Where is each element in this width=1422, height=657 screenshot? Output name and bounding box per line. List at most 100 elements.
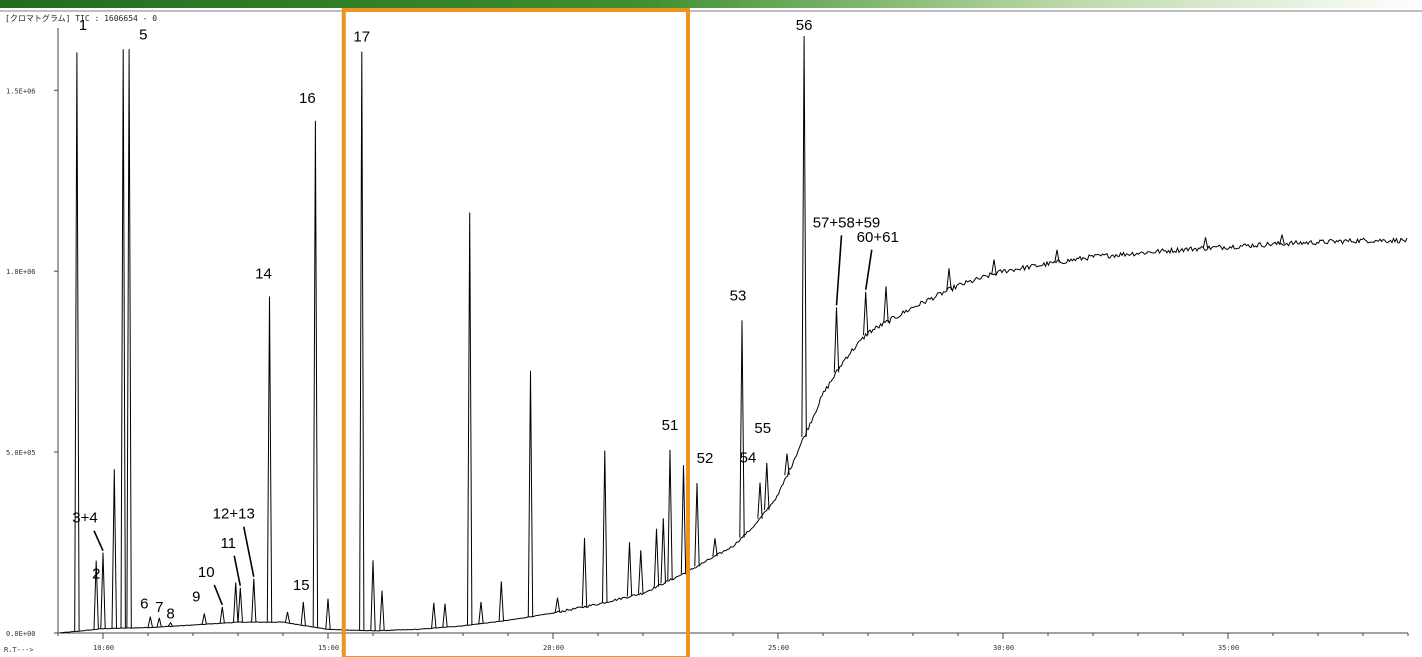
tic-trace [60,237,1408,634]
peak-mark [237,587,243,623]
x-tick-label: 20:00 [543,644,564,652]
peak-mark [554,597,561,613]
peak-label: 15 [293,577,310,594]
peak-leader-line [233,555,242,586]
x-tick-label: 15:00 [318,644,339,652]
peak-mark [300,601,306,626]
peak-mark [527,370,534,617]
peak-label: 2 [92,566,100,583]
peak-mark [442,603,448,628]
peak-mark [156,617,162,628]
peak-leader-line [93,530,104,552]
x-axis-label: R.T---> [4,646,34,654]
peak-label: 51 [662,417,679,434]
peak-mark [147,616,153,628]
peak-mark [312,120,319,628]
y-tick-label: 1.5E+06 [6,87,36,95]
peak-mark [680,465,687,574]
peak-label: 6 [140,596,148,613]
peak-label: 53 [730,287,747,304]
peak-label: 60+61 [857,229,899,246]
peak-mark [1279,234,1285,244]
peak-label: 52 [697,450,714,467]
chart-frame [0,10,1422,634]
y-axis-ticks: 0.0E+00 5.0E+05 1.0E+06 1.5E+06 [6,87,58,638]
peak-mark [379,590,385,631]
peak-mark [201,613,207,625]
highlight-region-box [341,8,690,657]
x-tick-label: 25:00 [768,644,789,652]
peak-label: 56 [796,17,813,34]
peak-mark [74,52,80,632]
chromatogram-chart: [クロマトグラム] TIC : 1606654 - 0 0.0E+00 5.0E+… [0,8,1422,657]
peak-leader-lines [93,235,873,606]
peak-mark [833,307,840,373]
peak-mark [883,286,889,323]
peak-mark [219,606,225,624]
peak-mark [325,598,331,630]
x-tick-label: 10:00 [93,644,114,652]
peak-mark [667,449,673,581]
peak-label: 54 [740,449,757,466]
peak-label: 16 [299,90,316,107]
peak-mark [581,537,588,607]
peak-leader-line [864,249,873,290]
x-axis-ticks: 10:00 15:00 20:00 25:00 30:00 35:00 [57,633,1409,652]
peak-mark [764,462,770,511]
peak-label: 3+4 [72,510,97,527]
peak-mark [233,582,239,623]
peak-leader-line [213,584,223,606]
peak-mark [653,528,660,587]
peak-mark [100,552,106,629]
peak-label: 8 [166,606,174,623]
peak-mark [946,268,952,291]
peak-label: 11 [220,535,236,552]
y-tick-label: 1.0E+06 [6,268,36,276]
peak-mark [467,212,473,625]
peak-mark [602,450,608,603]
peak-labels: 123+456 7 89101112+13141516175152535455565… [72,17,899,623]
y-tick-label: 0.0E+00 [6,630,36,638]
peak-label: 9 [192,588,200,605]
peak-leader-line [242,526,255,577]
peak-marks [74,35,1285,632]
top-accent-bar [0,0,1422,8]
peak-mark [801,35,807,437]
peak-mark [1054,249,1060,263]
peak-mark [120,49,126,629]
peak-mark [739,320,745,538]
peak-mark [784,453,790,476]
peak-mark [266,296,273,623]
x-tick-label: 30:00 [993,644,1014,652]
peak-label: 57+58+59 [813,214,881,231]
peak-mark [167,621,174,627]
peak-label: 12+13 [213,506,255,523]
y-tick-label: 5.0E+05 [6,449,36,457]
peak-mark [1202,237,1209,249]
peak-mark [863,291,869,336]
peak-mark [93,560,99,630]
peak-mark [126,49,132,629]
peak-mark [478,601,484,624]
x-tick-label: 35:00 [1218,644,1239,652]
peak-mark [757,482,763,519]
peak-mark [359,51,365,631]
peak-mark [111,469,117,629]
peak-mark [498,581,504,622]
peak-label: 7 [155,599,163,616]
peak-mark [251,578,257,623]
peak-mark [626,542,633,597]
peak-label: 17 [353,29,370,46]
peak-leader-line [835,235,843,306]
peak-mark [694,483,700,567]
peak-mark [638,550,644,594]
peak-mark [660,518,666,584]
peak-mark [991,259,997,275]
peak-label: 1 [79,17,87,34]
chart-header: [クロマトグラム] TIC : 1606654 - 0 [5,13,157,23]
peak-mark [431,602,437,629]
peak-mark [712,538,718,557]
peak-label: 14 [255,266,272,283]
peak-label: 10 [198,564,215,581]
peak-mark [370,560,376,631]
